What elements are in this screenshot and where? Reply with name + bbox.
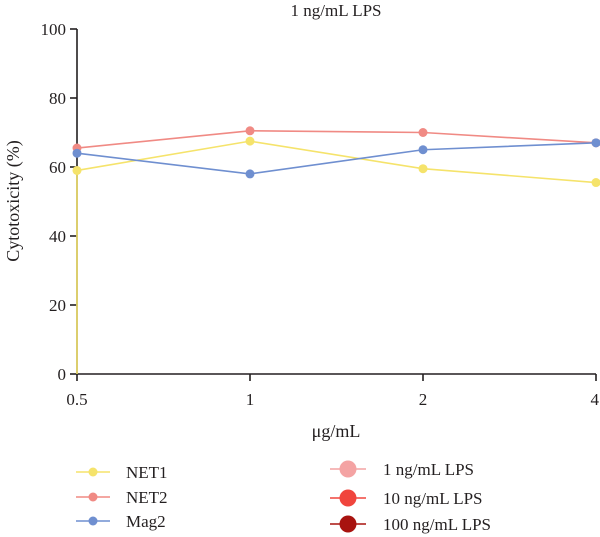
data-point-mag2 bbox=[418, 145, 428, 155]
y-tick-label: 40 bbox=[49, 227, 66, 246]
y-tick-label: 80 bbox=[49, 89, 66, 108]
x-tick-label: 0.5 bbox=[66, 390, 87, 409]
y-tick-label: 20 bbox=[49, 296, 66, 315]
legend-marker-net1 bbox=[88, 467, 98, 477]
y-tick-label: 100 bbox=[41, 20, 67, 39]
data-point-mag2 bbox=[72, 148, 82, 158]
legend-label-lps: 100 ng/mL LPS bbox=[383, 515, 491, 534]
legend-label-net2: NET2 bbox=[126, 488, 168, 507]
legend-marker-mag2 bbox=[88, 516, 98, 526]
legend-label-mag2: Mag2 bbox=[126, 512, 166, 531]
data-point-net2 bbox=[418, 128, 428, 137]
chart-title: 1 ng/mL LPS bbox=[291, 1, 382, 20]
legend-marker-lps bbox=[339, 515, 357, 533]
series-line-mag2 bbox=[76, 142, 597, 175]
data-point-mag2 bbox=[245, 169, 255, 179]
data-point-mag2 bbox=[591, 138, 600, 148]
legend-label-lps: 1 ng/mL LPS bbox=[383, 460, 474, 479]
x-tick-label: 2 bbox=[419, 390, 428, 409]
y-axis-label: Cytotoxicity (%) bbox=[3, 140, 24, 261]
series-line-net1 bbox=[76, 140, 597, 184]
x-axis-label: μg/mL bbox=[312, 421, 361, 441]
y-tick-label: 60 bbox=[49, 158, 66, 177]
x-tick-label: 4 bbox=[591, 390, 600, 409]
x-tick-label: 1 bbox=[246, 390, 255, 409]
data-point-net1 bbox=[418, 164, 428, 174]
data-point-net1 bbox=[245, 136, 255, 146]
y-tick-label: 0 bbox=[58, 365, 67, 384]
data-point-net1 bbox=[72, 165, 82, 175]
legend-marker-net2 bbox=[88, 492, 98, 502]
series-line-net2 bbox=[76, 129, 597, 149]
legend-marker-lps bbox=[339, 460, 357, 478]
data-point-net2 bbox=[245, 126, 255, 136]
legend-marker-lps bbox=[339, 489, 357, 507]
legend-label-lps: 10 ng/mL LPS bbox=[383, 489, 483, 508]
legend-label-net1: NET1 bbox=[126, 463, 168, 482]
data-point-net1 bbox=[591, 178, 600, 188]
